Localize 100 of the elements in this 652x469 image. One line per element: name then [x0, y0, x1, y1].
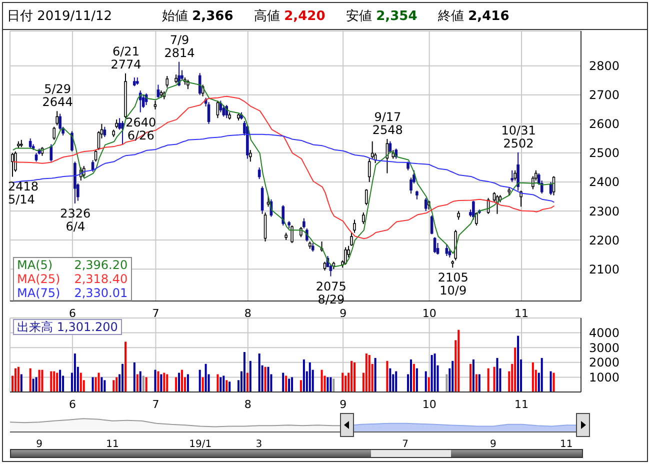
bar	[166, 374, 168, 392]
candlestick	[350, 232, 353, 246]
bar	[249, 360, 252, 392]
y-tick-label: 2700	[589, 88, 620, 102]
bar	[285, 376, 288, 392]
candlestick	[475, 212, 478, 226]
candlestick	[302, 218, 306, 229]
bar	[202, 377, 204, 392]
candlestick	[424, 197, 428, 212]
bar	[365, 354, 368, 392]
x-tick-label: 6	[68, 398, 76, 411]
x-tick-label: 11	[514, 398, 529, 411]
bar	[243, 352, 246, 392]
x-tick-label: 9	[36, 439, 42, 450]
x-tick-label: 10	[422, 398, 436, 411]
bar	[514, 348, 516, 392]
bar	[41, 370, 44, 392]
x-tick-label: 10	[422, 306, 436, 320]
y-tick-label: 2800	[589, 59, 620, 74]
y-tick-label: 4000	[589, 326, 620, 340]
bar	[122, 364, 124, 392]
bar	[136, 374, 138, 392]
annotation: 7/9 2814	[164, 32, 195, 60]
bar	[386, 360, 388, 392]
bar	[198, 370, 201, 392]
bar	[332, 378, 335, 392]
text: MA(25) 2,318.40	[17, 272, 128, 286]
bar	[178, 372, 180, 392]
chart-title: 日付 2019/11/12	[6, 8, 114, 25]
x-tick-label: 19/1	[189, 439, 212, 450]
x-tick-label: 7	[152, 306, 160, 320]
bar	[344, 376, 347, 392]
bar	[222, 376, 225, 392]
y-tick-label: 2600	[589, 117, 620, 132]
candlestick	[14, 150, 17, 172]
candlestick	[306, 228, 308, 242]
bar	[35, 377, 38, 392]
bar	[56, 372, 58, 392]
text: 終値 2,416	[438, 8, 510, 25]
y-tick-label: 2500	[589, 146, 620, 160]
bar	[258, 354, 260, 392]
candlestick	[138, 90, 142, 113]
x-tick-label: 9	[490, 439, 496, 450]
candlestick	[249, 150, 252, 162]
candlestick	[118, 118, 121, 130]
candlestick	[445, 244, 448, 256]
bar	[38, 370, 40, 392]
x-tick-label: 3	[256, 439, 262, 450]
annotation: 2326 6/4	[60, 206, 91, 234]
candlestick	[178, 61, 180, 87]
bar	[100, 377, 103, 392]
bar	[540, 358, 543, 392]
bar	[412, 364, 415, 392]
bar	[157, 371, 160, 392]
bar	[478, 374, 480, 392]
bar	[14, 368, 16, 392]
bar	[226, 380, 228, 392]
bar	[342, 372, 344, 392]
text: 高値 2,420	[254, 8, 326, 25]
candlestick	[70, 130, 74, 152]
candlestick	[362, 212, 365, 225]
bar	[50, 371, 52, 392]
candlestick	[264, 212, 267, 242]
x-tick-label: 11	[560, 439, 573, 450]
candlestick	[514, 170, 516, 182]
candlestick	[50, 144, 53, 162]
y-tick-label: 2200	[589, 233, 620, 248]
candlestick	[344, 246, 347, 266]
bar	[330, 377, 332, 392]
annotation: 2418 5/14	[8, 180, 39, 207]
text: 始値 2,366	[162, 8, 234, 25]
bar	[133, 362, 136, 392]
bar	[532, 362, 534, 392]
bar	[288, 378, 290, 392]
bar	[452, 360, 454, 392]
bar	[142, 376, 144, 392]
candlestick	[430, 214, 434, 235]
bar	[374, 358, 376, 392]
bar	[98, 372, 100, 392]
candlestick	[121, 120, 124, 146]
bar	[552, 372, 555, 392]
bar	[80, 372, 82, 392]
bar	[267, 366, 270, 392]
text: MA(75) 2,330.01	[17, 286, 128, 300]
bar	[300, 380, 302, 392]
bar	[181, 370, 184, 392]
bar	[320, 370, 323, 392]
candlestick	[364, 188, 368, 206]
bar	[428, 377, 430, 392]
bar	[116, 377, 118, 392]
annotation: 10/31 2502	[501, 123, 536, 150]
bar	[32, 378, 34, 392]
candlestick	[156, 84, 160, 98]
x-tick-label: 9	[340, 306, 347, 320]
text: 安値 2,354	[346, 8, 418, 25]
bar	[163, 372, 166, 392]
x-tick-label: 8	[244, 306, 252, 320]
candlestick	[368, 158, 371, 182]
bar	[220, 377, 222, 392]
candlestick	[510, 170, 514, 182]
